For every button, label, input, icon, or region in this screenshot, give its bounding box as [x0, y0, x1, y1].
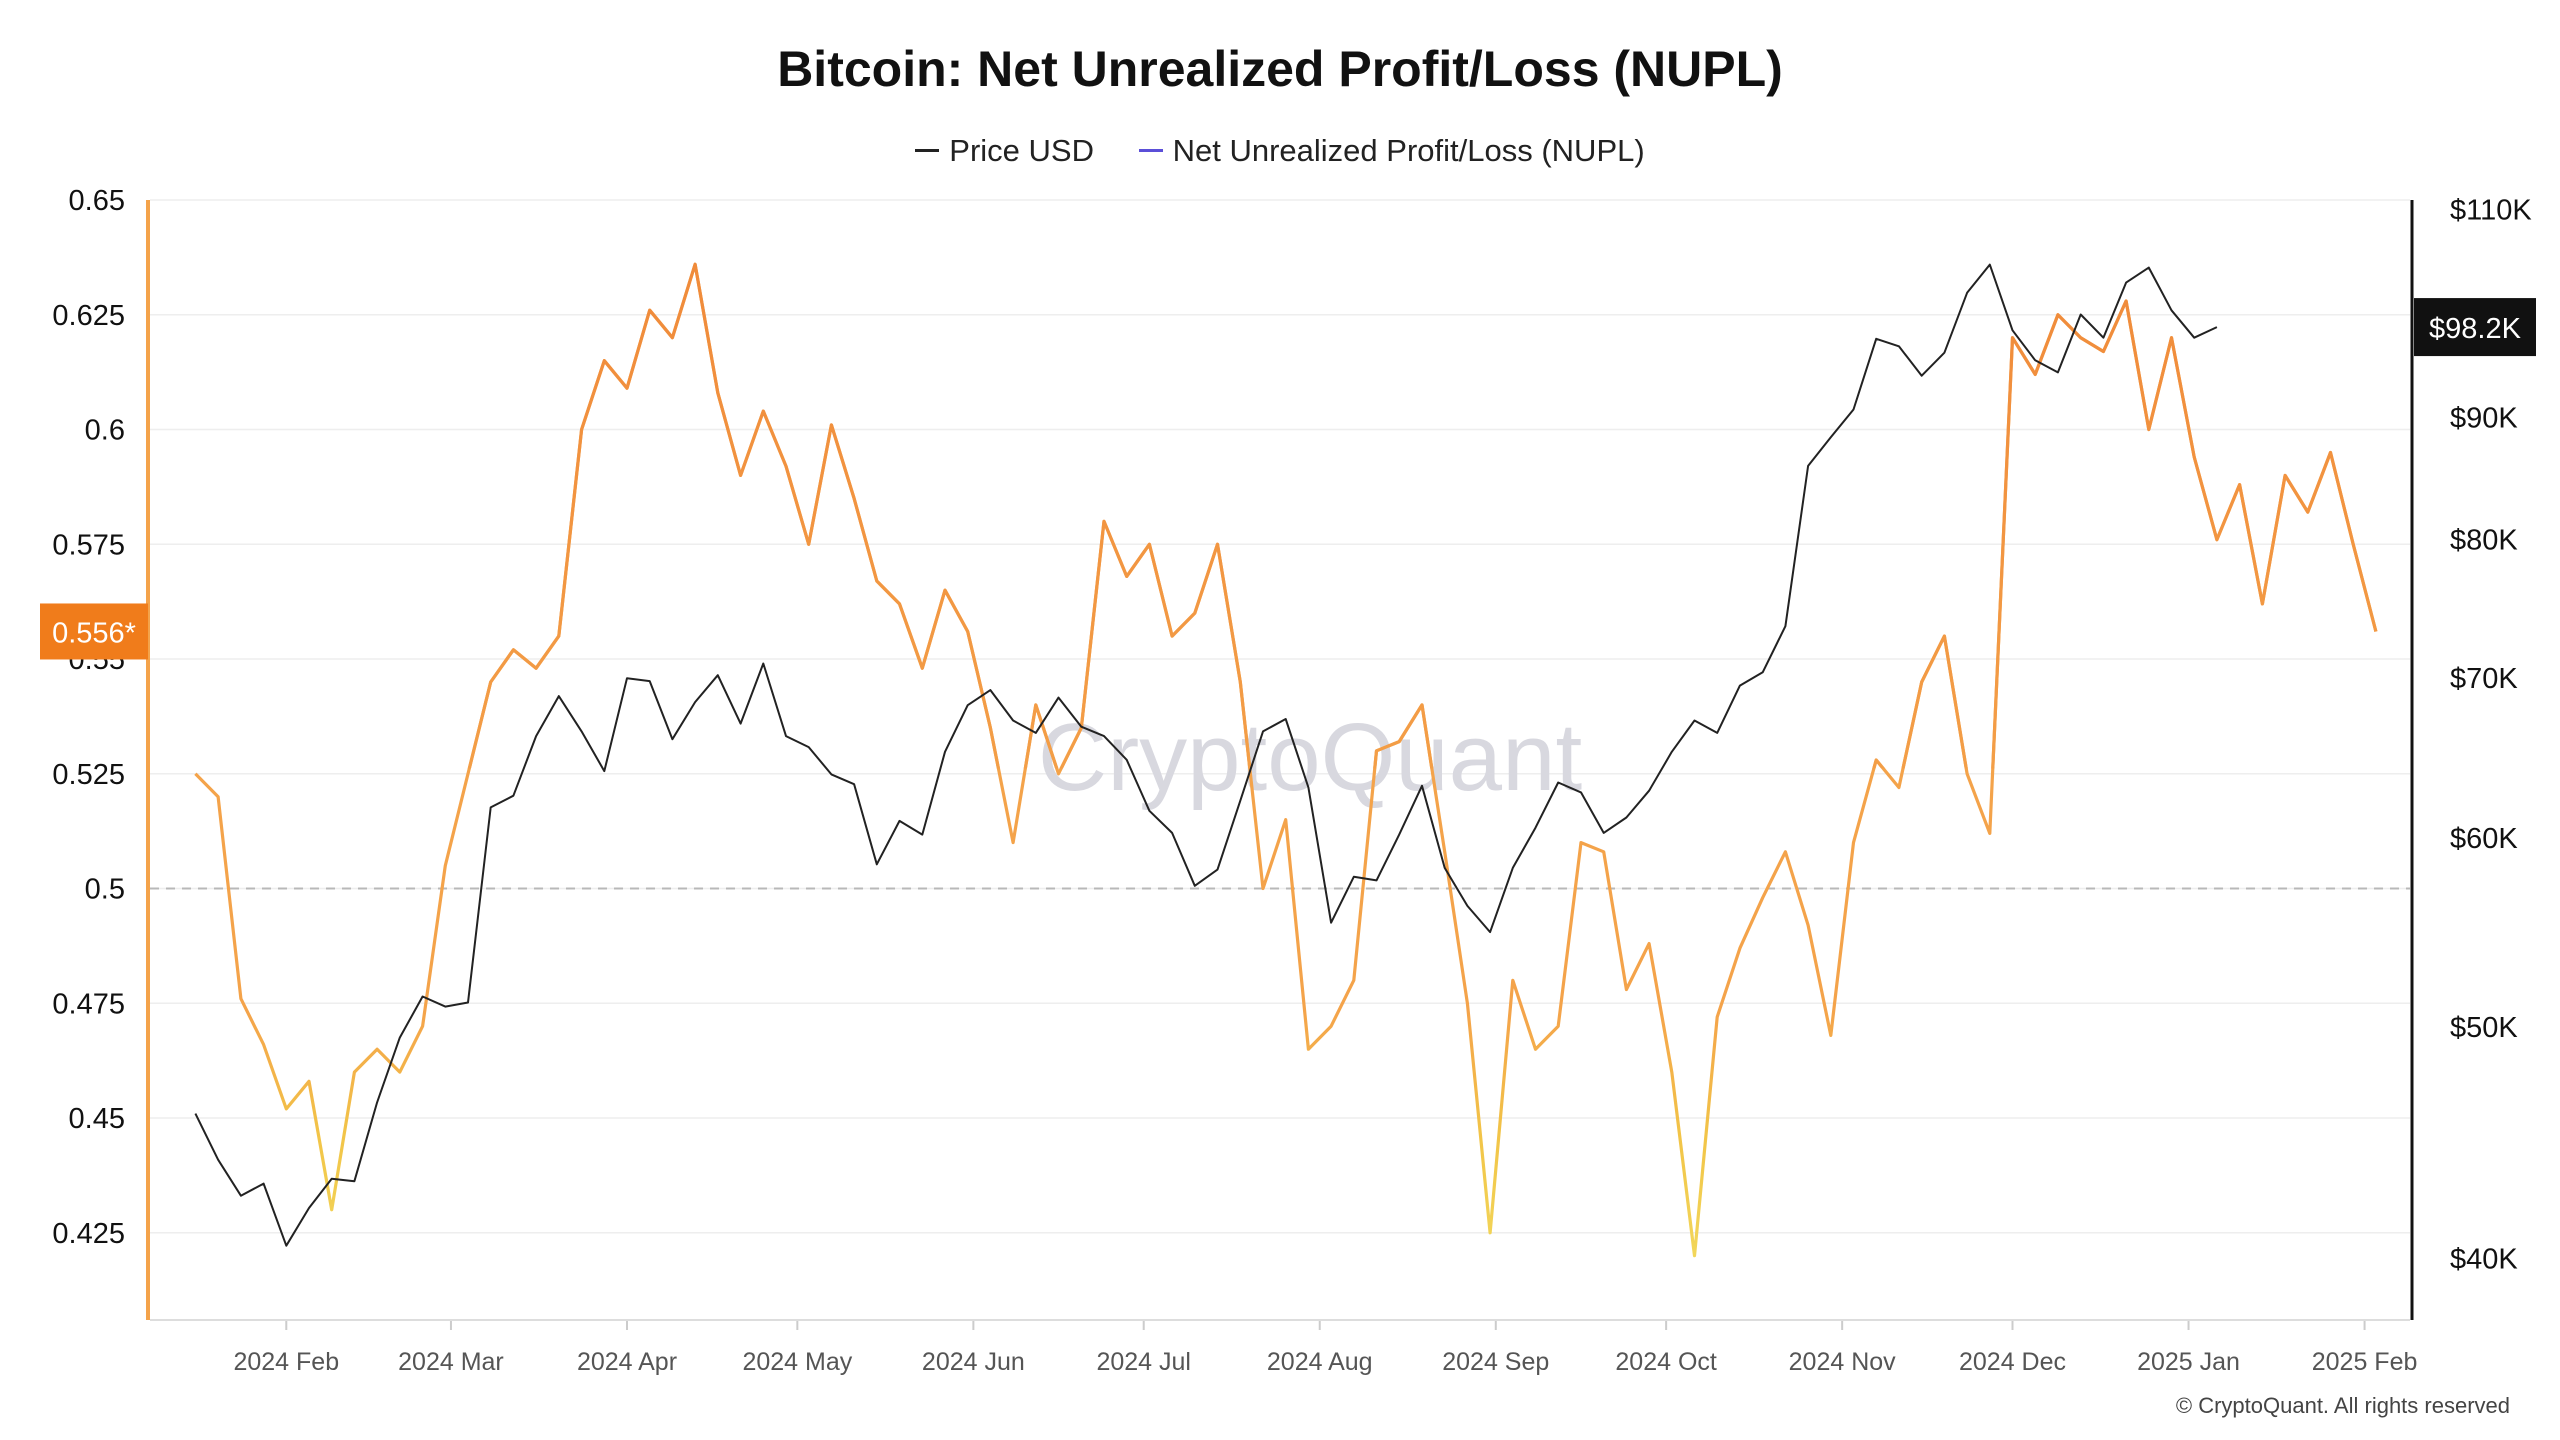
- x-tick-label: 2024 Oct: [1615, 1348, 1717, 1376]
- chart-title: Bitcoin: Net Unrealized Profit/Loss (NUP…: [777, 41, 1783, 97]
- price-series-line[interactable]: [194, 263, 2218, 1247]
- y-right-tick-label: $110K: [2450, 194, 2532, 226]
- legend-item-nupl[interactable]: Net Unrealized Profit/Loss (NUPL): [1138, 132, 1645, 169]
- x-tick-label: 2024 Jun: [922, 1348, 1025, 1376]
- current-nupl-label: 0.556*: [52, 617, 136, 649]
- x-tick-label: 2024 Jul: [1096, 1348, 1191, 1376]
- y-left-tick-label: 0.425: [52, 1218, 125, 1250]
- legend-label-price: Price USD: [949, 132, 1094, 168]
- legend-item-price[interactable]: Price USD: [915, 133, 1094, 169]
- y-left-tick-label: 0.65: [69, 185, 125, 217]
- x-tick-label: 2025 Jan: [2137, 1348, 2240, 1376]
- y-left-tick-label: 0.475: [52, 988, 125, 1020]
- y-left-tick-label: 0.6: [85, 415, 125, 447]
- legend: Price USD Net Unrealized Profit/Loss (NU…: [0, 124, 2560, 169]
- legend-swatch-nupl: [1138, 149, 1163, 152]
- x-tick-label: 2024 Nov: [1789, 1348, 1897, 1376]
- y-left-tick-label: 0.5: [85, 874, 125, 906]
- y-left-tick-label: 0.525: [52, 759, 125, 791]
- x-tick-label: 2024 May: [742, 1348, 852, 1376]
- y-right-tick-label: $90K: [2450, 403, 2518, 435]
- y-right-tick-label: $50K: [2450, 1012, 2518, 1044]
- y-left-tick-label: 0.575: [52, 529, 125, 561]
- series-layer: [194, 262, 2378, 1258]
- copyright-text: © CryptoQuant. All rights reserved: [2175, 1393, 2510, 1418]
- legend-label-nupl: Net Unrealized Profit/Loss (NUPL): [1172, 132, 1645, 168]
- y-right-tick-label: $80K: [2450, 525, 2518, 557]
- x-tick-label: 2024 Aug: [1267, 1348, 1373, 1376]
- x-tick-label: 2024 Sep: [1442, 1348, 1549, 1376]
- axes: 0.650.6250.60.5750.550.5250.50.4750.450.…: [40, 185, 2536, 1376]
- current-price-badge: [2414, 298, 2536, 357]
- legend-swatch-price: [915, 149, 940, 152]
- current-nupl-badge: [40, 603, 148, 660]
- y-right-tick-label: $40K: [2450, 1244, 2518, 1276]
- x-tick-label: 2024 Mar: [398, 1348, 504, 1376]
- y-left-tick-label: 0.625: [52, 300, 125, 332]
- y-right-tick-label: $70K: [2450, 663, 2518, 695]
- x-tick-label: 2024 Dec: [1959, 1348, 2066, 1376]
- current-price-label: $98.2K: [2429, 313, 2522, 345]
- x-tick-label: 2024 Feb: [233, 1348, 339, 1376]
- x-tick-label: 2024 Apr: [577, 1348, 677, 1376]
- x-tick-label: 2025 Feb: [2312, 1348, 2418, 1376]
- y-left-tick-label: 0.45: [69, 1103, 125, 1135]
- y-right-tick-label: $60K: [2450, 823, 2518, 855]
- nupl-series-line-high[interactable]: [195, 262, 2378, 1255]
